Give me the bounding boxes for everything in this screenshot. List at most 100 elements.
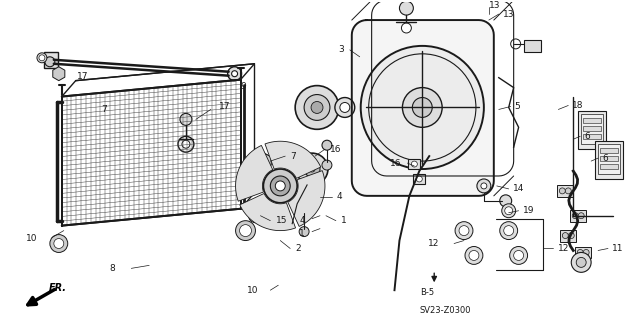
Bar (408, 159, 420, 169)
Polygon shape (257, 153, 271, 169)
Bar (583, 126, 601, 131)
Bar (561, 230, 576, 241)
Circle shape (39, 55, 45, 61)
Polygon shape (52, 67, 65, 81)
Circle shape (264, 169, 297, 203)
Text: 14: 14 (513, 184, 524, 193)
Circle shape (572, 213, 578, 219)
Circle shape (578, 213, 584, 219)
Text: 1: 1 (341, 216, 347, 225)
Circle shape (252, 212, 259, 220)
Text: 5: 5 (515, 102, 520, 111)
Bar (581, 115, 603, 144)
Circle shape (500, 222, 518, 240)
Text: 3: 3 (338, 45, 344, 54)
Text: 4: 4 (337, 192, 342, 201)
Circle shape (469, 250, 479, 260)
Circle shape (301, 204, 307, 210)
Bar (600, 148, 618, 153)
Bar (44, 52, 58, 68)
Circle shape (299, 226, 309, 237)
Bar (583, 134, 601, 139)
Text: SV23-Z0300: SV23-Z0300 (419, 306, 471, 315)
Text: 6: 6 (602, 154, 608, 163)
Circle shape (295, 85, 339, 129)
Circle shape (309, 166, 315, 172)
Bar (595, 141, 623, 179)
Text: FR.: FR. (49, 283, 67, 293)
Circle shape (403, 88, 442, 127)
Text: 1: 1 (300, 229, 305, 238)
Circle shape (417, 176, 422, 182)
Circle shape (239, 225, 252, 237)
Circle shape (505, 207, 513, 215)
Bar (570, 210, 586, 222)
Text: 8: 8 (109, 264, 115, 273)
Circle shape (50, 234, 68, 252)
Polygon shape (265, 141, 321, 178)
Bar (578, 111, 606, 149)
Text: 12: 12 (558, 244, 570, 253)
Bar (575, 247, 591, 258)
Circle shape (412, 161, 417, 167)
Text: 18: 18 (572, 101, 584, 110)
Circle shape (401, 23, 412, 33)
Circle shape (248, 209, 262, 223)
Circle shape (311, 101, 323, 114)
Polygon shape (257, 152, 268, 166)
Circle shape (455, 222, 473, 240)
Text: 2: 2 (295, 244, 301, 253)
Circle shape (232, 71, 237, 77)
Circle shape (340, 102, 350, 112)
Circle shape (500, 195, 511, 207)
Circle shape (572, 252, 591, 272)
Text: 6: 6 (584, 132, 590, 141)
Text: 16: 16 (390, 159, 401, 167)
Polygon shape (288, 171, 325, 226)
Circle shape (322, 160, 332, 170)
Text: 17: 17 (77, 72, 88, 81)
Circle shape (514, 250, 524, 260)
Bar (413, 174, 425, 184)
Circle shape (412, 98, 432, 117)
Text: 13: 13 (489, 1, 500, 10)
Circle shape (361, 46, 484, 169)
Text: 17: 17 (219, 102, 230, 111)
Circle shape (182, 140, 190, 148)
Text: B-5: B-5 (420, 288, 435, 297)
Polygon shape (240, 194, 296, 231)
Circle shape (577, 249, 583, 256)
Circle shape (180, 114, 192, 125)
Bar (600, 156, 618, 161)
Bar (583, 118, 601, 123)
Circle shape (335, 98, 355, 117)
Circle shape (399, 1, 413, 15)
Circle shape (583, 249, 589, 256)
Text: 15: 15 (276, 216, 288, 225)
Circle shape (459, 226, 469, 235)
Circle shape (296, 153, 328, 185)
Circle shape (509, 247, 527, 264)
Circle shape (37, 53, 47, 63)
Circle shape (304, 161, 320, 177)
Circle shape (178, 136, 194, 152)
Circle shape (322, 140, 332, 150)
Bar (557, 185, 573, 197)
Circle shape (502, 204, 516, 218)
Text: 4: 4 (300, 216, 305, 225)
Polygon shape (236, 145, 273, 201)
Circle shape (236, 221, 255, 241)
Text: 11: 11 (612, 244, 623, 253)
Text: 10: 10 (247, 286, 259, 295)
Circle shape (559, 188, 565, 194)
Text: 13: 13 (503, 10, 514, 19)
Text: 12: 12 (428, 239, 439, 248)
Circle shape (568, 233, 574, 239)
Circle shape (576, 257, 586, 267)
Circle shape (563, 233, 568, 239)
Circle shape (228, 67, 241, 81)
Text: 10: 10 (26, 234, 37, 243)
Circle shape (465, 247, 483, 264)
Circle shape (45, 57, 55, 67)
Bar (600, 164, 618, 169)
